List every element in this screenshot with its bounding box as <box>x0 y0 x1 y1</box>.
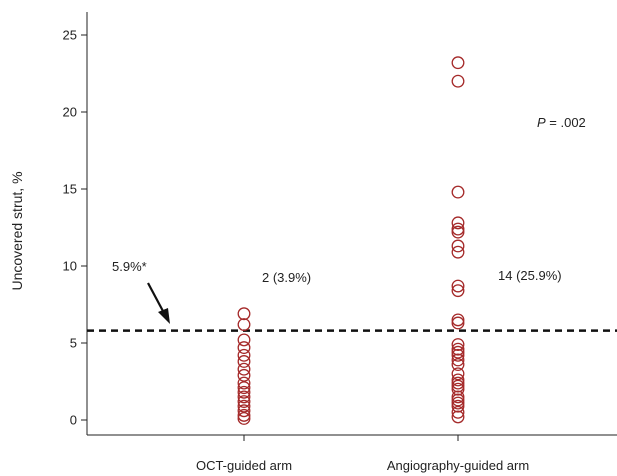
data-point <box>451 284 465 298</box>
x-ticks: OCT-guided arm Angiography-guided arm <box>196 435 529 473</box>
data-point <box>451 185 465 199</box>
data-point <box>451 379 465 393</box>
data-point <box>237 412 251 425</box>
data-point <box>237 368 251 382</box>
data-point <box>451 225 465 239</box>
data-point <box>237 318 251 331</box>
data-point <box>451 367 465 381</box>
x-tick-label: OCT-guided arm <box>196 458 292 473</box>
data-point <box>237 404 251 418</box>
data-point <box>451 410 465 424</box>
data-point <box>451 390 465 404</box>
data-point <box>451 345 465 359</box>
data-point <box>237 385 251 399</box>
data-point <box>237 399 251 413</box>
data-point <box>451 348 465 362</box>
data-point <box>237 333 251 347</box>
x-tick-label: Angiography-guided arm <box>387 458 529 473</box>
data-point <box>451 396 465 410</box>
data-point <box>451 399 465 413</box>
data-point <box>451 279 465 293</box>
y-axis-title: Uncovered strut, % <box>9 171 25 290</box>
data-point <box>451 74 465 88</box>
data-points <box>237 56 465 425</box>
data-point <box>451 342 465 356</box>
data-point <box>237 362 251 376</box>
y-tick-label: 15 <box>63 182 77 197</box>
data-point <box>237 395 251 408</box>
data-point <box>237 390 251 404</box>
data-point <box>451 373 465 387</box>
y-tick-label: 20 <box>63 105 77 120</box>
data-point <box>451 239 465 253</box>
y-tick-label: 10 <box>63 259 77 274</box>
data-point <box>451 338 465 351</box>
data-point <box>451 56 465 70</box>
data-point <box>237 381 251 395</box>
data-point <box>237 376 251 390</box>
y-tick-label: 25 <box>63 28 77 43</box>
data-point <box>451 405 465 419</box>
threshold-arrow <box>147 282 170 324</box>
oct-count-label: 2 (3.9%) <box>262 270 311 285</box>
data-point <box>451 353 465 367</box>
p-value: = .002 <box>546 115 586 130</box>
data-point <box>451 245 465 259</box>
data-point <box>451 316 465 330</box>
angio-count-label: 14 (25.9%) <box>498 268 562 283</box>
axes <box>86 12 617 436</box>
y-tick-label: 0 <box>70 413 77 428</box>
data-point <box>451 382 465 396</box>
data-point <box>237 408 251 422</box>
data-point <box>237 355 251 368</box>
y-ticks: 0 5 10 15 20 25 <box>63 28 87 428</box>
data-point <box>451 216 465 230</box>
data-point <box>451 222 465 236</box>
threshold-label: 5.9%* <box>112 259 147 274</box>
data-point <box>237 348 251 362</box>
data-point <box>237 341 251 355</box>
data-point <box>451 358 465 372</box>
p-symbol: P <box>537 115 546 130</box>
y-tick-label: 5 <box>70 336 77 351</box>
p-value-label: P = .002 <box>537 115 586 130</box>
data-point <box>451 393 465 407</box>
data-point <box>451 376 465 390</box>
data-point <box>451 313 465 327</box>
data-point <box>237 307 251 321</box>
